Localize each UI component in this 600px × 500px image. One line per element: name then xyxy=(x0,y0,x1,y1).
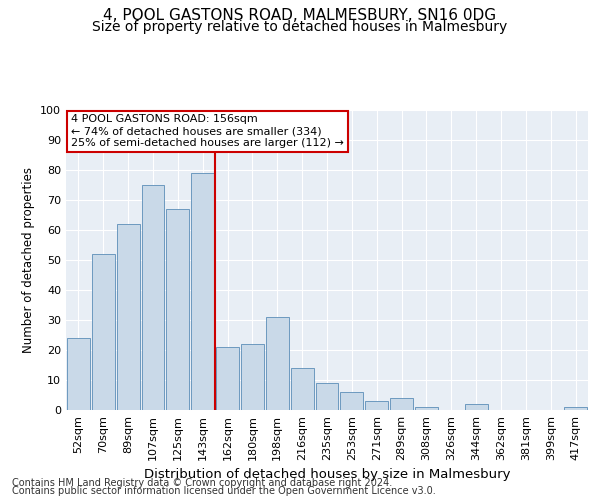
Text: 4 POOL GASTONS ROAD: 156sqm
← 74% of detached houses are smaller (334)
25% of se: 4 POOL GASTONS ROAD: 156sqm ← 74% of det… xyxy=(71,114,344,148)
Bar xyxy=(564,407,587,410)
Text: Size of property relative to detached houses in Malmesbury: Size of property relative to detached ho… xyxy=(92,20,508,34)
Bar xyxy=(67,338,90,410)
Bar xyxy=(390,398,413,410)
Bar xyxy=(316,383,338,410)
Bar xyxy=(241,344,264,410)
Bar xyxy=(465,404,488,410)
Y-axis label: Number of detached properties: Number of detached properties xyxy=(22,167,35,353)
Bar xyxy=(415,407,438,410)
Bar xyxy=(117,224,140,410)
X-axis label: Distribution of detached houses by size in Malmesbury: Distribution of detached houses by size … xyxy=(144,468,510,481)
Bar xyxy=(92,254,115,410)
Bar xyxy=(191,173,214,410)
Bar xyxy=(291,368,314,410)
Text: Contains HM Land Registry data © Crown copyright and database right 2024.: Contains HM Land Registry data © Crown c… xyxy=(12,478,392,488)
Bar xyxy=(340,392,363,410)
Text: 4, POOL GASTONS ROAD, MALMESBURY, SN16 0DG: 4, POOL GASTONS ROAD, MALMESBURY, SN16 0… xyxy=(103,8,497,22)
Bar xyxy=(266,317,289,410)
Bar xyxy=(142,185,164,410)
Bar xyxy=(166,209,189,410)
Bar xyxy=(216,347,239,410)
Text: Contains public sector information licensed under the Open Government Licence v3: Contains public sector information licen… xyxy=(12,486,436,496)
Bar xyxy=(365,401,388,410)
